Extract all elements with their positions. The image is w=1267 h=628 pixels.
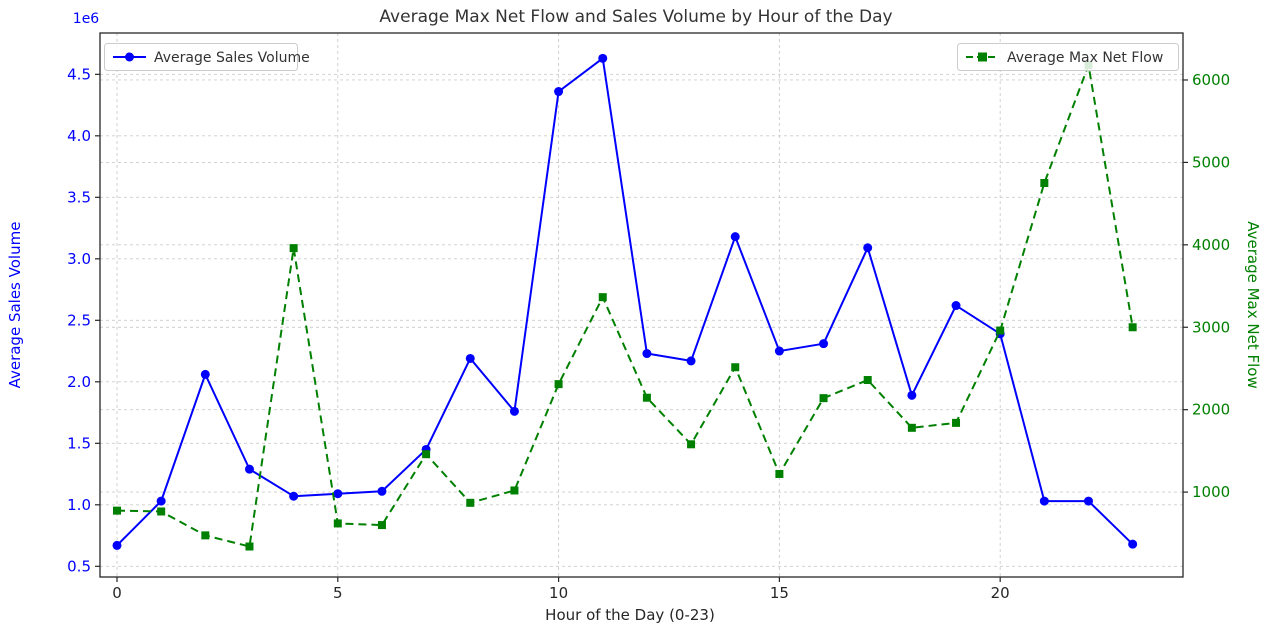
data-point-square: [289, 244, 298, 253]
data-point-circle: [156, 496, 166, 506]
x-tick-label: 15: [770, 584, 789, 602]
data-point-circle: [951, 301, 961, 311]
right-tick-label: 5000: [1192, 153, 1230, 171]
right-tick-label: 2000: [1192, 401, 1230, 419]
legend-sales-volume: Average Sales Volume: [104, 43, 310, 71]
data-point-square: [952, 418, 961, 427]
data-point-square: [775, 469, 784, 478]
data-point-square: [113, 506, 122, 515]
series-line-net-flow: [116, 64, 1134, 548]
left-tick-label: 0.5: [67, 557, 91, 575]
data-point-square: [907, 423, 916, 432]
data-point-circle: [907, 390, 917, 400]
data-point-circle: [112, 540, 122, 550]
left-tick-label: 4.5: [67, 65, 91, 83]
grid-layer: [100, 33, 1183, 577]
legend-max-net-flow: Average Max Net Flow: [957, 43, 1179, 71]
right-tick-label: 3000: [1192, 318, 1230, 336]
data-point-circle: [686, 356, 696, 366]
data-point-square: [598, 293, 607, 302]
left-tick-label: 3.5: [67, 188, 91, 206]
left-tick-label: 2.5: [67, 311, 91, 329]
data-point-square: [201, 531, 210, 540]
left-tick-label: 4.0: [67, 127, 91, 145]
data-point-square: [333, 519, 342, 528]
data-point-square: [687, 440, 696, 449]
data-point-square: [422, 450, 431, 459]
x-tick-label: 10: [549, 584, 568, 602]
data-point-circle: [509, 406, 519, 416]
x-tick-label: 20: [991, 584, 1010, 602]
data-point-circle: [377, 486, 387, 496]
data-point-circle: [200, 369, 210, 379]
data-point-circle: [554, 87, 564, 97]
left-tick-label: 3.0: [67, 250, 91, 268]
plot-border: [99, 32, 1184, 578]
legend-box: [957, 43, 1179, 71]
data-point-circle: [289, 491, 299, 501]
data-point-circle: [819, 339, 829, 349]
x-tick-label: 5: [333, 584, 343, 602]
data-point-square: [1128, 323, 1137, 332]
legend-label: Average Sales Volume: [154, 50, 310, 66]
legend-box: [104, 43, 298, 71]
data-point-square: [642, 393, 651, 402]
data-point-square: [996, 326, 1005, 335]
data-point-square: [245, 542, 254, 551]
legend-circle-marker-icon: [125, 52, 134, 62]
legend-label: Average Max Net Flow: [1007, 50, 1163, 66]
data-point-circle: [333, 489, 343, 499]
series-layer: [112, 53, 1138, 551]
data-point-circle: [598, 53, 608, 63]
data-point-circle: [1083, 496, 1093, 506]
axes-layer: 0 5 10 15 20 0.5 1.0 1.5 2.0 2.5 3.0 3.5 4.0 4.5 1000 2…: [67, 32, 1230, 602]
data-point-square: [731, 363, 740, 372]
right-tick-label: 1000: [1192, 483, 1230, 501]
chart-title: Average Max Net Flow and Sales Volume by…: [379, 7, 892, 27]
data-point-circle: [730, 232, 740, 242]
axis-offset-label: 1e6: [73, 11, 100, 27]
left-tick-label: 2.0: [67, 373, 91, 391]
data-point-circle: [1128, 539, 1138, 549]
x-tick-label: 0: [112, 584, 122, 602]
data-point-square: [554, 380, 563, 389]
data-point-circle: [774, 346, 784, 356]
left-tick-label: 1.5: [67, 434, 91, 452]
data-point-square: [466, 498, 475, 507]
data-point-circle: [863, 243, 873, 253]
legend-square-marker-icon: [978, 52, 987, 62]
x-axis-label: Hour of the Day (0-23): [545, 606, 715, 624]
data-point-square: [819, 394, 828, 403]
right-tick-label: 6000: [1192, 71, 1230, 89]
data-point-square: [863, 376, 872, 385]
data-point-circle: [1039, 496, 1049, 506]
data-point-circle: [642, 349, 652, 359]
right-tick-label: 4000: [1192, 236, 1230, 254]
data-point-circle: [465, 353, 475, 363]
data-point-circle: [244, 464, 254, 474]
data-point-square: [510, 486, 519, 495]
series-line-sales-volume: [116, 57, 1134, 547]
left-tick-label: 1.0: [67, 496, 91, 514]
right-y-axis-label: Average Max Net Flow: [1244, 221, 1262, 388]
data-point-square: [377, 521, 386, 530]
left-y-axis-label: Average Sales Volume: [6, 222, 24, 389]
data-point-square: [157, 507, 166, 516]
data-point-square: [1040, 179, 1049, 188]
